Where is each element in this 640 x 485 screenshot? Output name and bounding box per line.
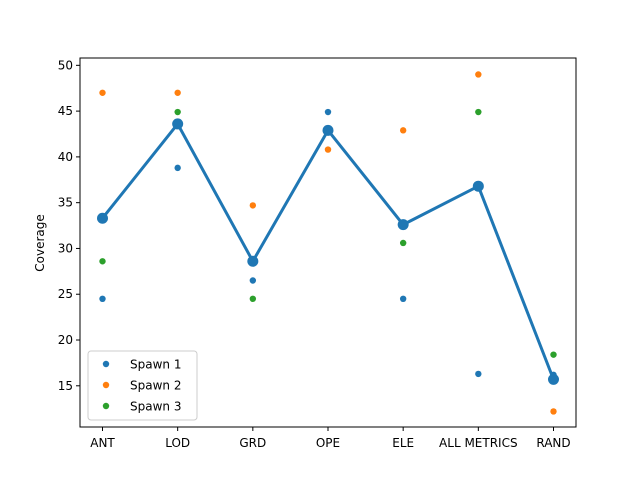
- axes: ANT LOD GRD OPE ELE ALL METRICS RAND 15 20 25 30 35…: [58, 58, 571, 450]
- series-2-point: [324, 146, 332, 153]
- series-3-point: [249, 295, 257, 303]
- y-tick-label: 20: [58, 333, 73, 347]
- series-3-point: [174, 108, 181, 116]
- y-tick-label: 25: [58, 287, 73, 301]
- legend-marker: [102, 402, 110, 410]
- mean-point: [397, 219, 409, 231]
- series-1-point: [99, 295, 106, 303]
- legend-marker: [102, 381, 110, 389]
- y-tick-label: 40: [58, 150, 73, 164]
- x-tick-label: ALL METRICS: [439, 436, 518, 450]
- x-tick-label: GRD: [239, 436, 266, 450]
- series-2-point: [99, 89, 106, 96]
- y-tick-label: 50: [58, 58, 73, 72]
- y-tick-label: 30: [58, 241, 73, 255]
- mean-point: [472, 180, 484, 192]
- series-2-point: [249, 202, 257, 209]
- legend: Spawn 1 Spawn 2 Spawn 3: [87, 350, 198, 421]
- mean-point: [97, 212, 108, 224]
- series-1-point: [475, 370, 482, 378]
- series-1-point: [399, 295, 407, 303]
- x-tick-label: OPE: [316, 436, 340, 450]
- series-2-point: [399, 127, 407, 134]
- x-tick-label: RAND: [536, 436, 570, 450]
- legend-marker: [102, 360, 110, 368]
- y-tick-label: 45: [58, 104, 73, 118]
- legend-box: [87, 350, 198, 421]
- series-1-point: [249, 277, 257, 284]
- series-3-point: [399, 239, 407, 247]
- mean-point: [172, 118, 184, 130]
- mean-point: [548, 373, 559, 385]
- legend-label: Spawn 1: [130, 358, 181, 372]
- y-tick-label: 15: [58, 379, 73, 393]
- series-3-point: [550, 351, 557, 358]
- series-1-point: [324, 108, 332, 116]
- series-2-point: [475, 71, 482, 78]
- series-3-point: [475, 108, 482, 116]
- legend-label: Spawn 3: [130, 400, 181, 414]
- x-tick-label: LOD: [165, 436, 190, 450]
- series-2-point: [174, 89, 181, 96]
- y-axis-label: Coverage: [33, 214, 47, 272]
- x-tick-label: ELE: [392, 436, 414, 450]
- mean-point: [247, 255, 259, 267]
- plot-marks: [97, 71, 559, 415]
- x-tick-label: ANT: [90, 436, 115, 450]
- series-1-point: [174, 164, 181, 172]
- series-3-point: [99, 258, 106, 265]
- y-tick-label: 35: [58, 196, 73, 210]
- mean-point: [322, 124, 334, 136]
- legend-label: Spawn 2: [130, 379, 181, 393]
- series-2-point: [550, 408, 557, 415]
